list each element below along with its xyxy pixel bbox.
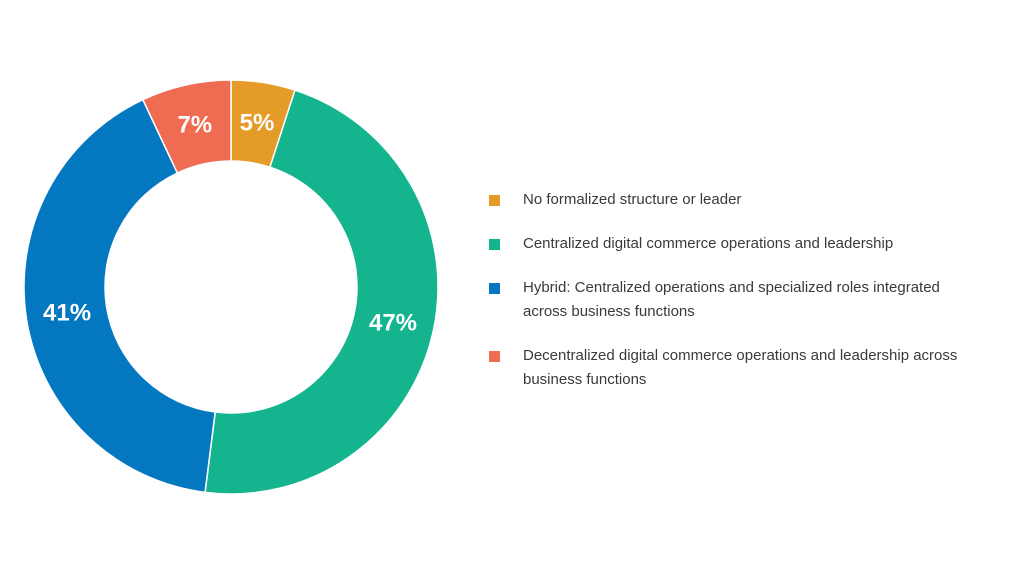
slice-label-no-formal-structure: 5%	[240, 110, 275, 137]
slice-label-centralized: 47%	[369, 310, 417, 337]
slice-decentralized	[141, 79, 232, 174]
legend-label-decentralized: Decentralized digital commerce operation…	[523, 347, 958, 388]
legend-label-no-formal-structure: No formalized structure or leader	[523, 191, 742, 208]
legend: No formalized structure or leader Centra…	[489, 188, 979, 412]
donut-chart: 5% 47% 41% 7%	[23, 79, 439, 495]
slice-centralized	[204, 89, 439, 495]
legend-item-decentralized: Decentralized digital commerce operation…	[489, 344, 979, 392]
legend-label-centralized: Centralized digital commerce operations …	[523, 235, 894, 252]
legend-item-hybrid: Hybrid: Centralized operations and speci…	[489, 276, 979, 324]
slice-label-hybrid: 41%	[43, 299, 91, 326]
legend-swatch-decentralized	[489, 351, 500, 362]
legend-swatch-no-formal-structure	[489, 195, 500, 206]
legend-item-centralized: Centralized digital commerce operations …	[489, 232, 979, 256]
slice-label-decentralized: 7%	[177, 111, 212, 138]
legend-swatch-centralized	[489, 239, 500, 250]
legend-swatch-hybrid	[489, 283, 500, 294]
slice-hybrid	[23, 98, 217, 494]
legend-item-no-formal-structure: No formalized structure or leader	[489, 188, 979, 212]
legend-label-hybrid: Hybrid: Centralized operations and speci…	[523, 279, 940, 320]
